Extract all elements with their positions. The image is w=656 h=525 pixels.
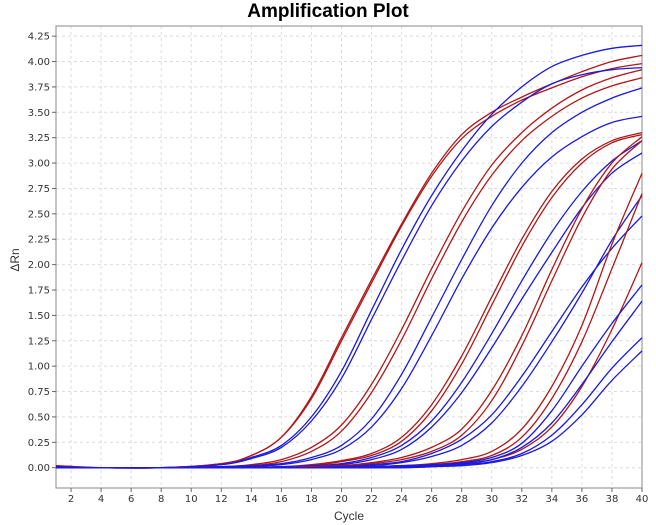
chart-title: Amplification Plot (247, 1, 409, 22)
y-tick-label: 4.25 (28, 32, 50, 43)
y-tick-label: 4.00 (28, 57, 50, 68)
series-line-23 (55, 350, 643, 469)
x-tick-label: 34 (545, 494, 558, 505)
x-tick-label: 24 (395, 494, 408, 505)
x-tick-label: 2 (68, 494, 74, 505)
x-tick-label: 14 (245, 494, 258, 505)
series-line-15 (55, 215, 643, 469)
series-line-11 (55, 140, 643, 469)
y-tick-label: 2.50 (28, 209, 50, 220)
x-tick-label: 36 (576, 494, 589, 505)
y-tick-label: 0.00 (28, 463, 50, 474)
x-tick-label: 30 (485, 494, 498, 505)
x-tick-label: 40 (636, 494, 649, 505)
grid-layer (56, 26, 643, 488)
plot-frame (55, 25, 643, 489)
y-tick-label: 2.25 (28, 235, 50, 246)
series-line-1 (55, 54, 643, 469)
series-line-7 (55, 87, 643, 469)
x-tick-label: 26 (425, 494, 438, 505)
x-axis-ticks: 2 4 6 8 10 12 14 16 18 20 22 24 26 28 30 32 34 36 38 40 (68, 488, 649, 505)
series-line-16 (55, 195, 643, 469)
x-tick-label: 18 (305, 494, 318, 505)
x-tick-label: 16 (275, 494, 288, 505)
x-tick-label: 12 (215, 494, 228, 505)
y-tick-label: 2.75 (28, 184, 50, 195)
series-line-2 (55, 62, 643, 469)
series-line-18 (55, 193, 643, 469)
y-tick-label: 2.00 (28, 260, 50, 271)
x-axis-label: Cycle (334, 509, 364, 523)
y-tick-label: 3.00 (28, 159, 50, 170)
x-tick-label: 10 (185, 494, 198, 505)
y-tick-label: 1.00 (28, 362, 50, 373)
y-tick-label: 3.75 (28, 82, 50, 93)
y-tick-label: 1.50 (28, 311, 50, 322)
x-tick-label: 28 (455, 494, 468, 505)
series-layer (55, 44, 643, 469)
series-line-6 (55, 77, 643, 469)
x-tick-label: 22 (365, 494, 378, 505)
y-axis-label: ΔRn (8, 248, 22, 271)
y-tick-label: 0.25 (28, 438, 50, 449)
y-tick-label: 3.50 (28, 108, 50, 119)
series-line-3 (55, 44, 643, 469)
x-tick-label: 6 (128, 494, 134, 505)
series-line-10 (55, 133, 643, 469)
series-line-8 (55, 115, 643, 469)
series-line-9 (55, 131, 643, 469)
series-line-14 (55, 140, 643, 469)
x-tick-label: 20 (335, 494, 348, 505)
y-tick-label: 0.75 (28, 387, 50, 398)
series-line-13 (55, 136, 643, 469)
series-line-4 (55, 66, 643, 469)
x-tick-label: 32 (515, 494, 528, 505)
y-tick-label: 1.75 (28, 286, 50, 297)
y-tick-label: 0.50 (28, 412, 50, 423)
x-tick-label: 8 (158, 494, 164, 505)
y-axis-ticks: 0.00 0.25 0.50 0.75 1.00 1.25 1.50 1.75 2.00 2.25… (28, 32, 56, 474)
y-tick-label: 1.25 (28, 336, 50, 347)
y-tick-label: 3.25 (28, 133, 50, 144)
x-tick-label: 38 (606, 494, 619, 505)
x-tick-label: 4 (98, 494, 104, 505)
